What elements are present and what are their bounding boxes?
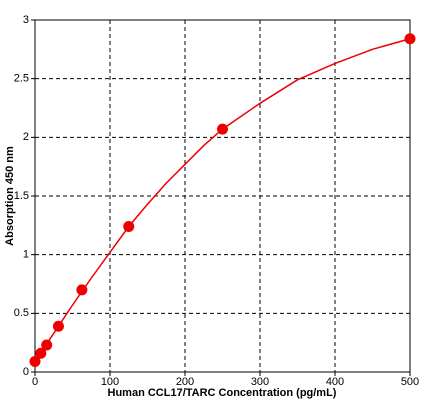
x-tick-label: 200 xyxy=(176,376,194,388)
x-axis-label: Human CCL17/TARC Concentration (pg/mL) xyxy=(108,387,337,399)
x-tick-label: 100 xyxy=(101,376,119,388)
x-tick-label: 0 xyxy=(32,376,38,388)
data-point xyxy=(217,123,228,135)
y-tick-label: 0.5 xyxy=(14,307,29,319)
data-point xyxy=(123,221,135,233)
y-tick-label: 0 xyxy=(23,366,29,378)
y-tick-label: 1.5 xyxy=(14,190,29,202)
y-axis-label: Absorption 450 nm xyxy=(4,146,16,246)
x-tick-label: 400 xyxy=(326,376,344,388)
data-point xyxy=(76,284,88,296)
y-tick-label: 2.5 xyxy=(14,73,29,85)
y-tick-label: 3 xyxy=(23,14,29,26)
data-point xyxy=(52,320,64,332)
y-tick-label: 2 xyxy=(23,131,29,143)
y-tick-label: 1 xyxy=(23,249,29,261)
x-tick-label: 300 xyxy=(251,376,269,388)
x-tick-label: 500 xyxy=(401,376,419,388)
data-point xyxy=(35,347,47,359)
data-point xyxy=(404,33,416,45)
data-point xyxy=(41,339,53,351)
data-point xyxy=(29,355,41,367)
plot-frame xyxy=(34,19,411,373)
